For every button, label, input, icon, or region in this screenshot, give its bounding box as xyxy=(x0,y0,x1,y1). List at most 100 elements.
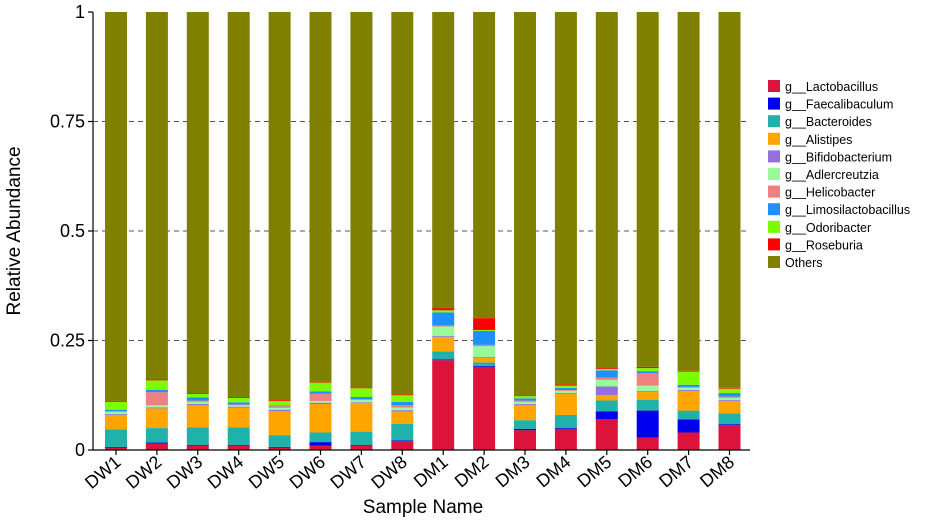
bar-segment xyxy=(636,399,659,411)
y-tick-label: 0.25 xyxy=(50,331,85,351)
legend-swatch xyxy=(768,238,780,251)
bar-segment xyxy=(554,12,577,385)
bar-segment xyxy=(227,406,250,408)
x-tick-label: DW7 xyxy=(326,452,369,493)
bar-segment xyxy=(350,400,373,403)
bar-segment xyxy=(227,402,250,405)
legend-label: g__Roseburia xyxy=(785,238,863,252)
bar-segment xyxy=(227,12,250,398)
bar-segment xyxy=(309,402,332,405)
bar-segment xyxy=(432,325,455,327)
bar-segment xyxy=(309,432,332,443)
bar-segment xyxy=(677,389,700,391)
bar-segment xyxy=(554,414,577,429)
bar-segment xyxy=(105,446,127,448)
bar-segment xyxy=(391,440,414,442)
x-tick-label: DW6 xyxy=(286,452,329,493)
bar-segment xyxy=(391,405,414,408)
bar-segment xyxy=(473,357,496,359)
bar-segment xyxy=(514,428,536,431)
y-tick-label: 0.5 xyxy=(60,221,85,241)
bar-segment xyxy=(268,411,291,436)
x-tick-label: DM6 xyxy=(614,452,656,492)
bar-segment xyxy=(145,407,168,409)
bar-segment xyxy=(105,411,127,412)
bar-segment xyxy=(391,401,414,406)
bar-segment xyxy=(677,12,700,371)
legend-swatch xyxy=(768,150,780,163)
bar-segment xyxy=(391,394,414,396)
legend-label: g__Bacteroides xyxy=(785,115,872,129)
bar-segment xyxy=(309,12,332,382)
bar-segment xyxy=(432,308,455,311)
x-tick-label: DW3 xyxy=(163,452,206,493)
y-tick-label: 1 xyxy=(75,2,85,22)
bar-segment xyxy=(718,400,741,414)
bar-segment xyxy=(145,408,168,429)
bar-segment xyxy=(514,398,536,401)
bar-segment xyxy=(105,409,127,412)
bar-segment xyxy=(514,430,536,450)
bar-segment xyxy=(554,385,577,388)
legend-swatch xyxy=(768,256,780,268)
bar-segment xyxy=(268,400,291,406)
bar-segment xyxy=(677,432,700,450)
bar-segment xyxy=(145,442,168,444)
bar-segment xyxy=(473,366,496,450)
bar-segment xyxy=(227,445,250,450)
bar-segment xyxy=(473,362,496,366)
bar-segment xyxy=(514,400,536,402)
bar-segment xyxy=(514,396,536,399)
bar-segment xyxy=(432,359,455,361)
y-ticks: 0 0.25 0.5 0.75 1 xyxy=(50,2,93,460)
bar-segment xyxy=(718,400,741,401)
bar-segment xyxy=(677,419,700,433)
x-ticks: DW1DW2DW3DW4DW5DW6DW7DW8DM1DM2DM3DM4DM5D… xyxy=(81,450,738,493)
bar-segment xyxy=(432,312,455,326)
bar-segment xyxy=(432,351,455,360)
bar-segment xyxy=(595,368,618,369)
bar-segment xyxy=(105,414,127,430)
y-tick-label: 0.75 xyxy=(50,112,85,132)
legend-swatch xyxy=(768,80,780,92)
bar-segment xyxy=(432,336,455,337)
bar-segment xyxy=(514,401,536,405)
bar-segment xyxy=(554,389,577,391)
bar-segment xyxy=(105,411,127,415)
bar-segment xyxy=(595,411,618,420)
bar-segment xyxy=(268,407,291,410)
x-tick-label: DM3 xyxy=(492,452,534,492)
bar-segment xyxy=(145,12,168,380)
bar-segment xyxy=(309,400,332,403)
x-tick-label: DM5 xyxy=(573,452,615,492)
bar-segment xyxy=(145,405,168,408)
bar-segment xyxy=(309,442,332,446)
bar-segment xyxy=(595,377,618,380)
x-tick-label: DW1 xyxy=(81,452,124,493)
bar-segment xyxy=(432,310,455,313)
legend-swatch xyxy=(768,185,780,198)
bar-segment xyxy=(473,329,496,331)
bar-segment xyxy=(350,388,373,398)
bar-segment xyxy=(677,410,700,420)
legend-label: g__Helicobacter xyxy=(785,186,875,200)
bar-segment xyxy=(309,445,332,450)
x-tick-label: DM2 xyxy=(451,452,493,492)
bar-segment xyxy=(473,318,496,330)
bar-segment xyxy=(105,401,127,410)
bar-segment xyxy=(432,336,455,352)
bar-segment xyxy=(677,370,700,372)
x-axis-title: Sample Name xyxy=(363,497,483,518)
bar-segment xyxy=(554,390,577,394)
bar-segment xyxy=(309,382,332,392)
bar-segment xyxy=(105,414,127,415)
bar-segment xyxy=(391,441,414,450)
bar-segment xyxy=(145,443,168,450)
bar-segment xyxy=(595,419,618,450)
bar-segment xyxy=(186,401,209,405)
legend-swatch xyxy=(768,115,780,128)
legend-label: g__Odoribacter xyxy=(785,221,871,235)
bars xyxy=(105,12,741,450)
bar-segment xyxy=(636,410,659,438)
